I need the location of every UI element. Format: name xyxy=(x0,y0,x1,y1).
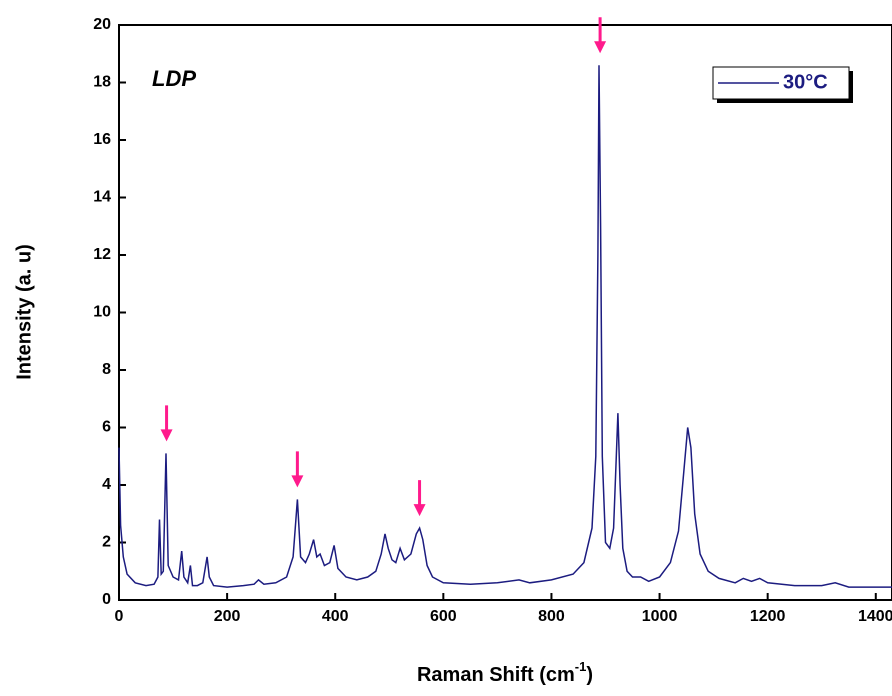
x-tick-label: 1000 xyxy=(642,608,678,625)
y-axis-label: Intensity (a. u) xyxy=(13,244,35,380)
y-tick-label: 4 xyxy=(102,476,111,493)
peak-arrow xyxy=(291,451,304,488)
data-line xyxy=(118,65,892,588)
y-tick-label: 16 xyxy=(93,131,111,148)
plot-frame xyxy=(118,24,892,601)
x-tick-label: 0 xyxy=(115,608,124,625)
peak-arrow xyxy=(160,405,173,442)
y-tick-label: 12 xyxy=(93,246,111,263)
arrow-head xyxy=(413,504,426,517)
x-tick-label: 200 xyxy=(214,608,241,625)
x-label-suffix: ) xyxy=(586,664,593,686)
x-tick-label: 400 xyxy=(322,608,349,625)
x-tick-label: 600 xyxy=(430,608,457,625)
y-tick-label: 20 xyxy=(93,16,111,33)
peak-arrow xyxy=(413,480,426,517)
x-label-sup: -1 xyxy=(575,659,587,674)
peak-arrow xyxy=(594,17,607,54)
y-tick-label: 6 xyxy=(102,419,111,436)
arrow-head xyxy=(160,429,173,442)
y-tick-label: 10 xyxy=(93,304,111,321)
annotation: LDP xyxy=(152,66,196,91)
y-tick-label: 2 xyxy=(102,534,111,551)
y-tick-label: 0 xyxy=(102,591,111,608)
y-tick-label: 18 xyxy=(93,74,111,91)
y-tick-label: 14 xyxy=(93,189,111,206)
legend-label: 30°C xyxy=(783,71,828,93)
x-tick-label: 1400 xyxy=(858,608,892,625)
x-tick-label: 1200 xyxy=(750,608,786,625)
y-tick-label: 8 xyxy=(102,361,111,378)
x-tick-label: 800 xyxy=(538,608,565,625)
x-label-text: Raman Shift (cm xyxy=(417,664,575,686)
arrow-head xyxy=(291,475,304,488)
x-axis-label: Raman Shift (cm-1) xyxy=(417,659,593,686)
arrow-head xyxy=(594,41,607,54)
